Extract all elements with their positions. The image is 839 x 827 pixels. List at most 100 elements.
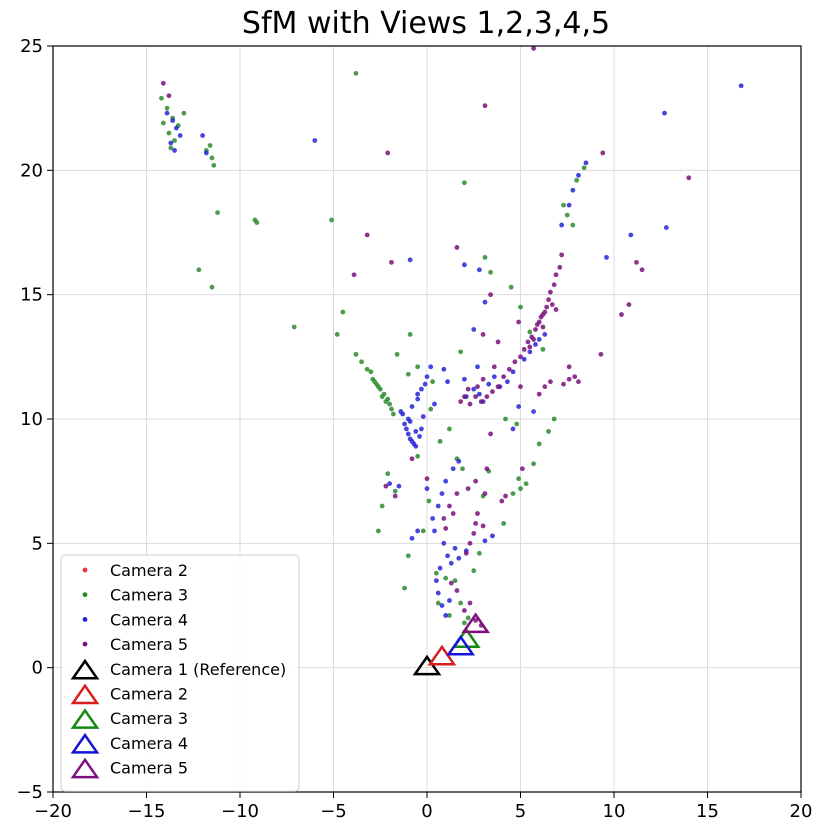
data-point: [527, 344, 533, 350]
data-point: [368, 369, 374, 375]
data-point: [482, 538, 488, 544]
chart-title: SfM with Views 1,2,3,4,5: [242, 6, 610, 41]
data-point: [407, 257, 413, 263]
data-point: [628, 232, 634, 238]
data-point: [447, 503, 452, 509]
data-point: [495, 384, 501, 390]
data-point: [385, 150, 391, 156]
data-point: [254, 220, 260, 225]
legend-label: Camera 2: [110, 561, 188, 580]
legend-label: Camera 4: [110, 734, 188, 753]
data-point: [460, 466, 465, 472]
data-point: [409, 404, 415, 409]
data-point: [566, 364, 572, 370]
x-tick-label: −15: [128, 801, 166, 822]
data-point: [430, 516, 436, 521]
data-point: [471, 327, 477, 332]
data-point: [458, 399, 464, 404]
data-point: [473, 618, 479, 623]
x-tick-label: 10: [603, 801, 626, 822]
data-point: [405, 431, 411, 437]
data-point: [486, 381, 492, 387]
data-point: [383, 483, 389, 489]
data-point: [519, 466, 525, 472]
data-point: [394, 351, 400, 357]
data-point: [480, 523, 486, 529]
data-point: [445, 553, 450, 559]
data-point: [495, 339, 501, 345]
data-point: [523, 481, 529, 487]
data-point: [445, 379, 450, 385]
data-point: [417, 434, 422, 439]
data-point: [521, 356, 527, 362]
data-point: [407, 332, 413, 337]
data-point: [566, 202, 572, 208]
data-point: [544, 304, 550, 310]
data-point: [473, 394, 479, 400]
data-point: [491, 364, 497, 370]
data-point: [663, 225, 669, 230]
data-point: [480, 332, 486, 337]
data-point: [454, 245, 460, 250]
data-point: [467, 401, 473, 407]
camera-marker: [446, 634, 476, 656]
data-point: [559, 252, 565, 258]
data-point: [533, 342, 538, 347]
data-point: [551, 282, 557, 288]
legend-marker-triangle: [70, 708, 100, 729]
data-point: [574, 177, 579, 183]
data-point: [527, 349, 533, 355]
data-point: [379, 394, 385, 400]
data-point: [447, 598, 452, 603]
data-point: [518, 304, 523, 310]
data-point: [422, 381, 428, 387]
data-point: [424, 374, 430, 380]
data-point: [160, 80, 166, 86]
data-point: [443, 478, 449, 484]
data-point: [364, 232, 370, 238]
data-point: [166, 130, 172, 136]
data-point: [409, 535, 415, 541]
data-point: [432, 401, 437, 407]
data-point: [426, 498, 432, 504]
data-point: [437, 565, 443, 571]
data-point: [516, 476, 522, 482]
data-point: [450, 466, 456, 472]
x-tick-label: −20: [34, 801, 72, 822]
data-point: [168, 140, 174, 146]
data-point: [340, 309, 346, 315]
data-point: [448, 560, 454, 566]
data-point: [484, 466, 490, 472]
data-point: [516, 319, 522, 325]
data-point: [462, 262, 467, 268]
x-tick-label: 0: [421, 801, 432, 822]
data-point: [738, 83, 744, 89]
data-point: [600, 150, 606, 156]
data-point: [398, 409, 404, 414]
data-point: [518, 486, 523, 492]
data-point: [415, 453, 421, 459]
data-point: [447, 613, 452, 618]
data-point: [482, 299, 488, 305]
data-point: [291, 324, 297, 330]
data-point: [392, 488, 398, 494]
data-point: [510, 369, 516, 375]
data-point: [462, 608, 467, 613]
data-point: [402, 421, 407, 427]
data-point: [510, 491, 516, 496]
data-point: [583, 160, 589, 166]
data-point: [516, 404, 522, 409]
data-point: [501, 374, 507, 380]
data-point: [375, 528, 381, 534]
data-point: [604, 254, 609, 260]
data-point: [420, 528, 426, 534]
data-point: [473, 478, 479, 484]
data-point: [548, 379, 553, 385]
legend-marker-dot: [82, 592, 88, 598]
data-point: [437, 438, 443, 444]
data-point: [482, 491, 488, 496]
y-tick-label: −5: [16, 782, 43, 803]
camera-marker: [461, 612, 491, 634]
data-point: [501, 521, 507, 526]
